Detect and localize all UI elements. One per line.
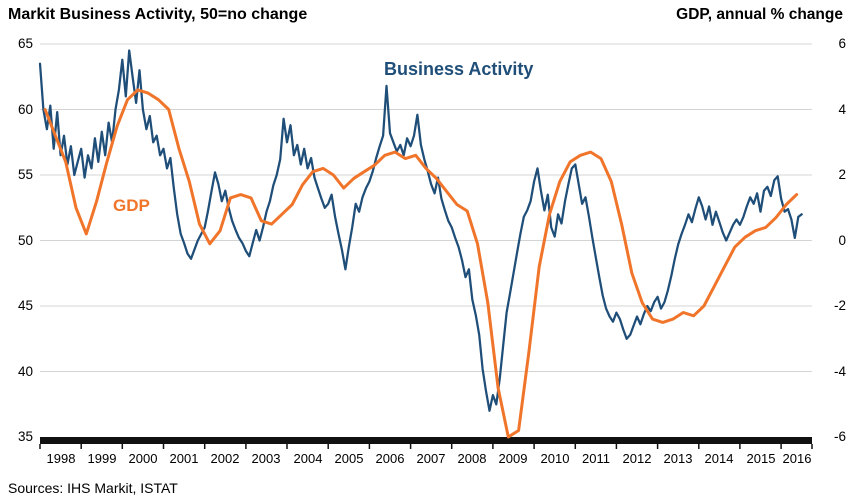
- right-axis-tick-label-4: 4: [838, 102, 846, 117]
- right-axis-tick-label--4: -4: [833, 364, 846, 379]
- x-axis-label-2002: 2002: [210, 451, 240, 466]
- left-axis-tick-label-50: 50: [17, 233, 33, 248]
- x-axis-label-2011: 2011: [582, 451, 610, 466]
- x-axis-label-2014: 2014: [704, 451, 734, 466]
- x-axis-label-2001: 2001: [169, 451, 199, 466]
- x-axis-label-1999: 1999: [87, 451, 117, 466]
- x-axis-label-2007: 2007: [416, 451, 446, 466]
- x-axis-label-2006: 2006: [375, 451, 405, 466]
- right-axis-tick-label--2: -2: [833, 298, 846, 313]
- x-axis-label-2004: 2004: [293, 451, 323, 466]
- x-axis-label-2010: 2010: [540, 451, 570, 466]
- business-activity-series-label: Business Activity: [384, 59, 534, 79]
- series-line-business-activity: [38, 49, 803, 412]
- x-axis-label-2003: 2003: [251, 451, 281, 466]
- left-axis-tick-label-40: 40: [17, 364, 33, 379]
- x-axis-label-2009: 2009: [498, 451, 528, 466]
- left-axis-tick-label-45: 45: [17, 298, 33, 313]
- right-axis-tick-label-2: 2: [838, 167, 846, 182]
- left-axis-tick-label-35: 35: [17, 429, 33, 444]
- x-axis-label-2008: 2008: [457, 451, 487, 466]
- x-axis-bar: [40, 437, 812, 444]
- x-axis-label-2016: 2016: [782, 451, 812, 466]
- left-axis-tick-label-60: 60: [17, 102, 33, 117]
- x-axis-label-1998: 1998: [46, 451, 76, 466]
- x-axis-label-2000: 2000: [128, 451, 158, 466]
- left-axis-tick-label-65: 65: [17, 36, 33, 51]
- right-axis-title: GDP, annual % change: [676, 6, 843, 23]
- right-axis-tick-label-6: 6: [838, 36, 846, 51]
- right-axis-tick-label--6: -6: [833, 429, 846, 444]
- gdp-series-label: GDP: [113, 196, 150, 215]
- series-line-gdp: [43, 88, 799, 439]
- x-axis-label-2015: 2015: [746, 451, 776, 466]
- x-axis-label-2013: 2013: [663, 451, 693, 466]
- left-axis-title: Markit Business Activity, 50=no change: [8, 6, 308, 23]
- left-axis-tick-label-55: 55: [17, 167, 33, 182]
- x-axis-label-2005: 2005: [334, 451, 364, 466]
- x-axis-label-2012: 2012: [622, 451, 652, 466]
- right-axis-tick-label-0: 0: [838, 233, 846, 248]
- source-text: Sources: IHS Markit, ISTAT: [8, 480, 178, 496]
